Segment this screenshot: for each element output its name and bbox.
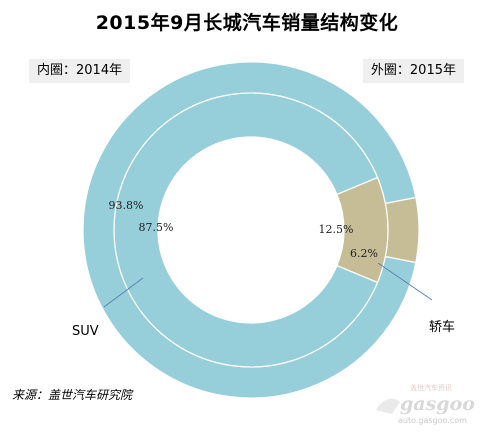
suv-category-label: SUV	[72, 324, 99, 339]
watermark-logo-mark	[376, 398, 400, 414]
outer-ring-label-sedan: 6.2%	[350, 247, 378, 260]
outer-ring-slice-suv	[82, 61, 417, 399]
outer-ring-legend: 外圈：2015年	[362, 59, 464, 83]
watermark-tagline: 盖世汽车资讯	[410, 383, 452, 392]
inner-ring-label-sedan: 12.5%	[319, 223, 354, 236]
inner-ring-legend: 内圈：2014年	[29, 59, 131, 83]
watermark-url: auto.gasgoo.com	[398, 416, 467, 425]
gasgoo-watermark: 盖世汽车资讯 gasgoo auto.gasgoo.com	[376, 383, 475, 425]
sedan-category-label: 轿车	[429, 319, 455, 335]
source-note: 来源：盖世汽车研究院	[12, 388, 133, 402]
sedan-leader-line	[377, 262, 433, 301]
inner-ring-label-suv: 87.5%	[139, 221, 174, 234]
outer-ring-slice-sedan	[384, 196, 420, 264]
watermark-brand: gasgoo	[400, 393, 475, 415]
suv-leader-line	[103, 277, 144, 308]
chart-title: 2015年9月长城汽车销量结构变化	[95, 12, 399, 34]
outer-ring-label-suv: 93.8%	[109, 199, 144, 212]
